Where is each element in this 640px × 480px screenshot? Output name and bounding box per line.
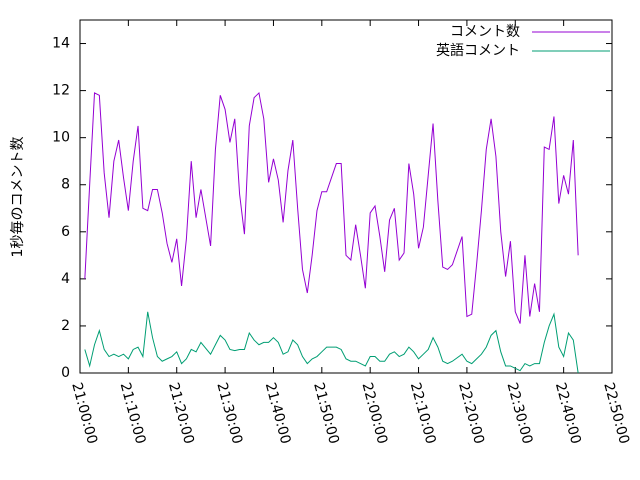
y-axis-label: 1秒毎のコメント数 <box>10 137 26 258</box>
plot-frame <box>79 19 613 374</box>
y-tick-label: 12 <box>52 83 70 99</box>
x-tick-label: 21:40:00 <box>262 381 294 446</box>
x-tick-label: 21:00:00 <box>68 381 100 446</box>
x-tick-label: 22:30:00 <box>504 381 536 446</box>
legend-label: 英語コメント <box>436 42 520 59</box>
y-tick-label: 4 <box>61 271 70 287</box>
x-tick-label: 22:40:00 <box>552 381 584 446</box>
x-tick-label: 22:50:00 <box>600 381 632 446</box>
series-line <box>84 91 579 324</box>
y-tick-label: 8 <box>61 177 70 193</box>
y-tick-label: 10 <box>52 130 70 146</box>
x-tick-label: 21:20:00 <box>165 381 197 446</box>
x-tick-label: 21:30:00 <box>213 381 245 446</box>
y-tick-label: 14 <box>52 36 70 52</box>
y-tick-label: 6 <box>61 224 70 240</box>
legend-label: コメント数 <box>450 24 520 40</box>
x-tick-label: 21:10:00 <box>117 381 149 446</box>
x-tick-label: 21:50:00 <box>310 381 342 446</box>
x-tick-label: 22:20:00 <box>455 381 487 446</box>
y-tick-label: 2 <box>61 318 70 334</box>
x-tick-label: 22:10:00 <box>407 381 439 446</box>
series-line <box>84 311 579 374</box>
y-tick-label: 0 <box>61 365 70 381</box>
x-tick-label: 22:00:00 <box>358 381 390 446</box>
